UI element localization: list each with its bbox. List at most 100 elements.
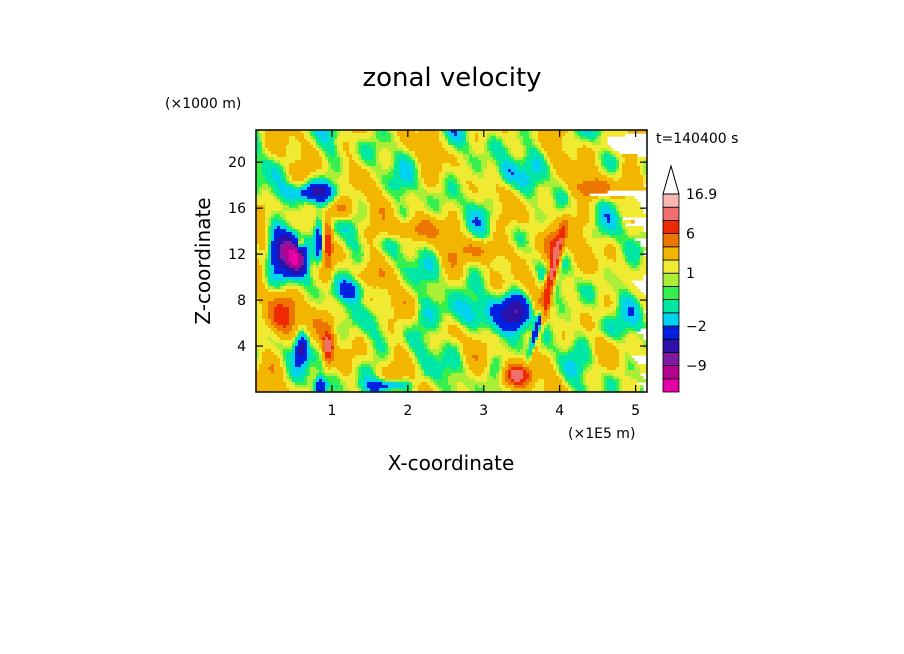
field-cell — [361, 151, 374, 155]
field-cell — [319, 274, 332, 278]
field-cell — [457, 316, 464, 320]
field-cell — [265, 229, 269, 233]
field-cell — [256, 283, 266, 287]
field-cell — [319, 136, 329, 140]
field-cell — [511, 379, 515, 383]
field-cell — [355, 382, 359, 386]
field-cell — [346, 247, 350, 251]
field-cell — [538, 184, 563, 188]
x-tick-label: 3 — [479, 403, 488, 419]
field-cell — [589, 337, 596, 341]
field-cell — [334, 130, 338, 134]
field-cell — [418, 316, 422, 320]
field-cell — [286, 367, 290, 371]
field-cell — [484, 307, 491, 311]
field-cell — [361, 247, 365, 251]
field-cell — [283, 367, 287, 371]
field-cell — [514, 154, 524, 158]
field-cell — [256, 142, 260, 146]
field-cell — [457, 178, 461, 182]
field-cell — [268, 316, 275, 320]
field-cell — [280, 178, 287, 182]
field-cell — [577, 262, 599, 266]
field-cell — [340, 292, 356, 296]
field-cell — [499, 184, 509, 188]
field-cell — [334, 385, 338, 389]
field-cell — [538, 133, 566, 137]
field-cell — [289, 388, 311, 392]
field-cell — [412, 157, 416, 161]
field-cell — [418, 364, 422, 368]
field-cell — [481, 214, 488, 218]
field-cell — [271, 223, 275, 227]
field-cell — [316, 232, 320, 236]
field-cell — [271, 265, 275, 269]
field-cell — [481, 220, 485, 224]
field-cell — [457, 253, 473, 257]
field-cell — [364, 202, 371, 206]
field-cell — [289, 373, 293, 377]
field-cell — [367, 241, 374, 245]
field-cell — [463, 331, 470, 335]
field-cell — [496, 322, 524, 326]
field-cell — [352, 343, 368, 347]
field-cell — [328, 361, 332, 365]
field-cell — [316, 244, 323, 248]
field-cell — [523, 238, 527, 242]
field-cell — [358, 226, 368, 230]
field-cell — [289, 379, 293, 383]
field-cell — [418, 310, 422, 314]
field-cell — [496, 220, 512, 224]
field-cell — [391, 238, 398, 242]
field-cell — [313, 295, 320, 299]
field-cell — [502, 355, 527, 359]
field-cell — [457, 187, 461, 191]
field-cell — [604, 322, 632, 326]
field-cell — [364, 250, 371, 254]
field-cell — [544, 298, 551, 302]
field-cell — [442, 313, 452, 317]
field-cell — [364, 289, 389, 293]
field-cell — [616, 307, 620, 311]
field-cell — [301, 334, 305, 338]
field-cell — [460, 313, 476, 317]
field-cell — [529, 304, 533, 308]
field-cell — [550, 271, 554, 275]
field-cell — [331, 262, 338, 266]
field-cell — [406, 334, 422, 338]
field-cell — [607, 385, 617, 389]
field-cell — [283, 163, 290, 167]
field-cell — [328, 181, 332, 185]
field-cell — [391, 130, 398, 134]
field-cell — [370, 367, 374, 371]
field-cell — [277, 322, 290, 326]
field-cell — [550, 337, 554, 341]
field-cell — [568, 202, 572, 206]
field-cell — [562, 139, 581, 143]
field-cell — [562, 292, 578, 296]
field-cell — [520, 229, 527, 233]
field-cell — [316, 385, 326, 389]
field-cell — [358, 370, 362, 374]
field-cell — [556, 244, 560, 248]
field-cell — [310, 361, 323, 365]
field-cell — [268, 256, 272, 260]
field-cell — [388, 343, 398, 347]
field-cell — [283, 220, 287, 224]
field-cell — [274, 286, 281, 290]
field-cell — [256, 337, 269, 341]
field-cell — [463, 265, 470, 269]
field-cell — [583, 388, 587, 392]
field-cell — [415, 163, 419, 167]
field-cell — [622, 226, 626, 230]
field-cell — [391, 139, 395, 143]
field-cell — [517, 247, 533, 251]
field-cell — [619, 352, 626, 356]
field-cell — [403, 142, 443, 146]
field-cell — [400, 268, 404, 272]
field-cell — [325, 262, 332, 266]
field-cell — [607, 256, 617, 260]
field-cell — [463, 292, 476, 296]
field-cell — [328, 280, 332, 284]
field-cell — [640, 262, 644, 266]
